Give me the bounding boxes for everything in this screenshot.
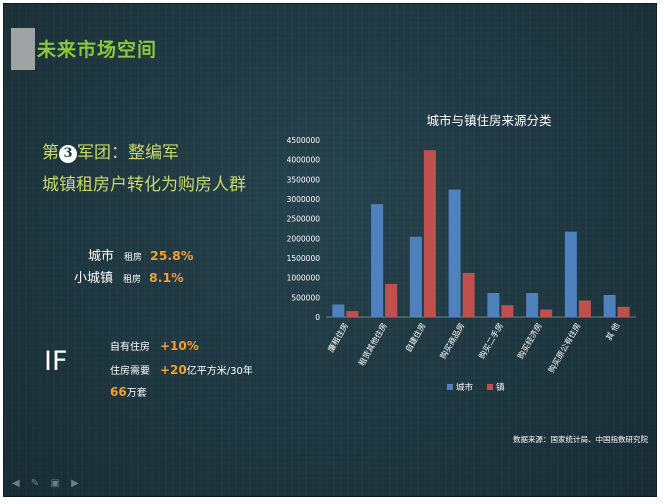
legend-label: 城市	[456, 382, 474, 393]
stat-city: 城市 租房 25.8%	[88, 245, 193, 264]
legend-swatch	[447, 384, 453, 390]
bar-city	[487, 293, 500, 317]
subheading-legion: 第 3 军团：整编军	[42, 138, 179, 163]
x-category-label: 自建住房	[403, 321, 428, 354]
stat-label: 小城镇	[74, 271, 114, 286]
stat-sub: 租房	[123, 275, 142, 285]
bar-town	[578, 300, 591, 317]
y-tick-label: 2500000	[287, 215, 321, 224]
x-category-label: 购买二手房	[476, 321, 505, 361]
bar-town	[462, 272, 475, 317]
y-tick-label: 3500000	[287, 175, 321, 184]
if-line-unit: 万套	[126, 388, 147, 399]
subheading-prefix: 第	[42, 143, 59, 163]
subheading-suffix: 军团：整编军	[77, 143, 179, 163]
x-category-label: 其 他	[603, 321, 621, 342]
if-line-value: +10%	[160, 339, 199, 353]
legend-label: 镇	[496, 382, 505, 393]
bar-city	[371, 204, 384, 317]
stat-value: 25.8%	[150, 248, 194, 263]
housing-source-chart: 城市与镇住房来源分类 0 500000 1000000 1500000 2000000 25…	[282, 104, 654, 404]
bar-city	[332, 304, 345, 317]
if-line-value: +20	[160, 363, 187, 377]
y-tick-label: 3000000	[287, 195, 321, 204]
source-note: 数据来源：国家统计局、中国指数研究院	[513, 435, 648, 444]
forward-arrow-icon[interactable]: ▶	[71, 478, 79, 489]
slide-title: 未来市场空间	[37, 39, 158, 61]
menu-icon[interactable]: ▣	[50, 478, 60, 489]
bar-town	[501, 305, 514, 317]
y-tick-label: 1500000	[287, 254, 321, 263]
stat-sub: 租房	[124, 253, 143, 263]
chart-svg: 城市与镇住房来源分类 0 500000 1000000 1500000 2000000 25…	[287, 113, 636, 393]
bar-city	[409, 236, 422, 317]
bar-city	[603, 294, 616, 317]
x-category-label: 购买经济房	[515, 321, 544, 361]
legend-swatch	[487, 384, 493, 390]
y-tick-label: 2000000	[287, 234, 321, 243]
y-tick-label: 4000000	[287, 156, 321, 165]
x-category-label: 廉租住房	[325, 321, 350, 354]
if-line-own-housing: 自有住房 +10%	[110, 338, 199, 353]
y-tick-label: 500000	[291, 293, 320, 302]
y-tick-label: 4500000	[287, 136, 321, 145]
y-tick-label: 0	[315, 313, 320, 322]
if-line-label: 住房需要	[110, 366, 150, 377]
if-line-value: 66	[110, 385, 127, 399]
bar-city	[564, 231, 577, 317]
if-label: IF	[44, 346, 68, 377]
slide: 未来市场空间 第 3 军团：整编军 城镇租房户转化为购房人群 城市 租房 25.8% 小…	[3, 3, 657, 497]
x-category-label: 租赁其他住房	[356, 321, 389, 368]
bar-city	[526, 293, 539, 317]
if-line-units: 66万套	[110, 384, 147, 399]
stat-value: 8.1%	[149, 270, 184, 285]
bar-town	[617, 306, 630, 317]
circled-number-icon: 3	[59, 145, 77, 163]
if-line-label: 自有住房	[110, 342, 150, 353]
y-tick-label: 1000000	[287, 274, 321, 283]
bar-town	[423, 150, 436, 317]
x-category-label: 购买原公有住房	[546, 321, 583, 374]
back-arrow-icon[interactable]: ◀	[12, 478, 20, 489]
stat-label: 城市	[88, 249, 115, 264]
title-accent-bar	[11, 28, 35, 70]
bar-town	[385, 283, 398, 317]
subheading-conversion: 城镇租房户转化为购房人群	[42, 175, 246, 195]
x-category-label: 购买商品房	[438, 321, 467, 361]
stat-town: 小城镇 租房 8.1%	[74, 267, 184, 286]
pen-icon[interactable]: ✎	[30, 478, 40, 489]
bar-town	[540, 309, 553, 317]
bar-city	[448, 189, 461, 317]
bar-town	[346, 311, 359, 317]
if-line-unit: 亿平方米/30年	[186, 366, 253, 377]
if-line-housing-need: 住房需要 +20亿平方米/30年	[110, 362, 253, 377]
slide-nav: ◀ ✎ ▣ ▶	[12, 478, 87, 489]
chart-title: 城市与镇住房来源分类	[426, 113, 552, 128]
